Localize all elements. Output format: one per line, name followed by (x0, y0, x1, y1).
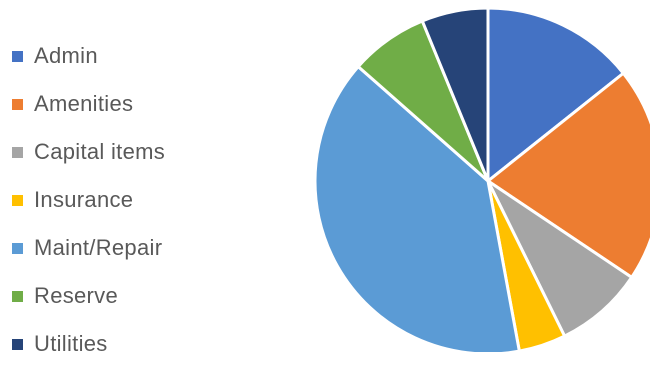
pie-slice-amenities (486, 71, 650, 279)
pie-slice-maint-repair (313, 65, 521, 352)
legend-swatch (12, 195, 23, 206)
legend-item: Amenities (10, 88, 240, 136)
legend-label: Amenities (34, 91, 134, 116)
legend-label: Reserve (34, 283, 119, 308)
pie-slice-capital-items (486, 179, 634, 338)
legend-swatch (12, 51, 23, 62)
legend-item: Capital items (10, 136, 240, 184)
legend-swatch (12, 147, 23, 158)
pie-slice-utilities (420, 6, 490, 183)
legend-swatch (12, 99, 23, 110)
legend-swatch (12, 243, 23, 254)
legend-item: Insurance (10, 184, 240, 232)
legend-item: Reserve (10, 280, 240, 328)
legend-label: Insurance (34, 187, 134, 212)
legend-item: Admin (10, 40, 240, 88)
legend-item: Maint/Repair (10, 232, 240, 280)
chart-legend: Admin Amenities Capital items Insurance Main… (10, 40, 240, 376)
pie-chart (313, 6, 650, 352)
pie-slice-admin (486, 6, 625, 183)
legend-label: Capital items (34, 139, 166, 164)
legend-swatch (12, 339, 23, 350)
legend-label: Maint/Repair (34, 235, 163, 260)
legend-label: Admin (34, 43, 98, 68)
legend-swatch (12, 291, 23, 302)
